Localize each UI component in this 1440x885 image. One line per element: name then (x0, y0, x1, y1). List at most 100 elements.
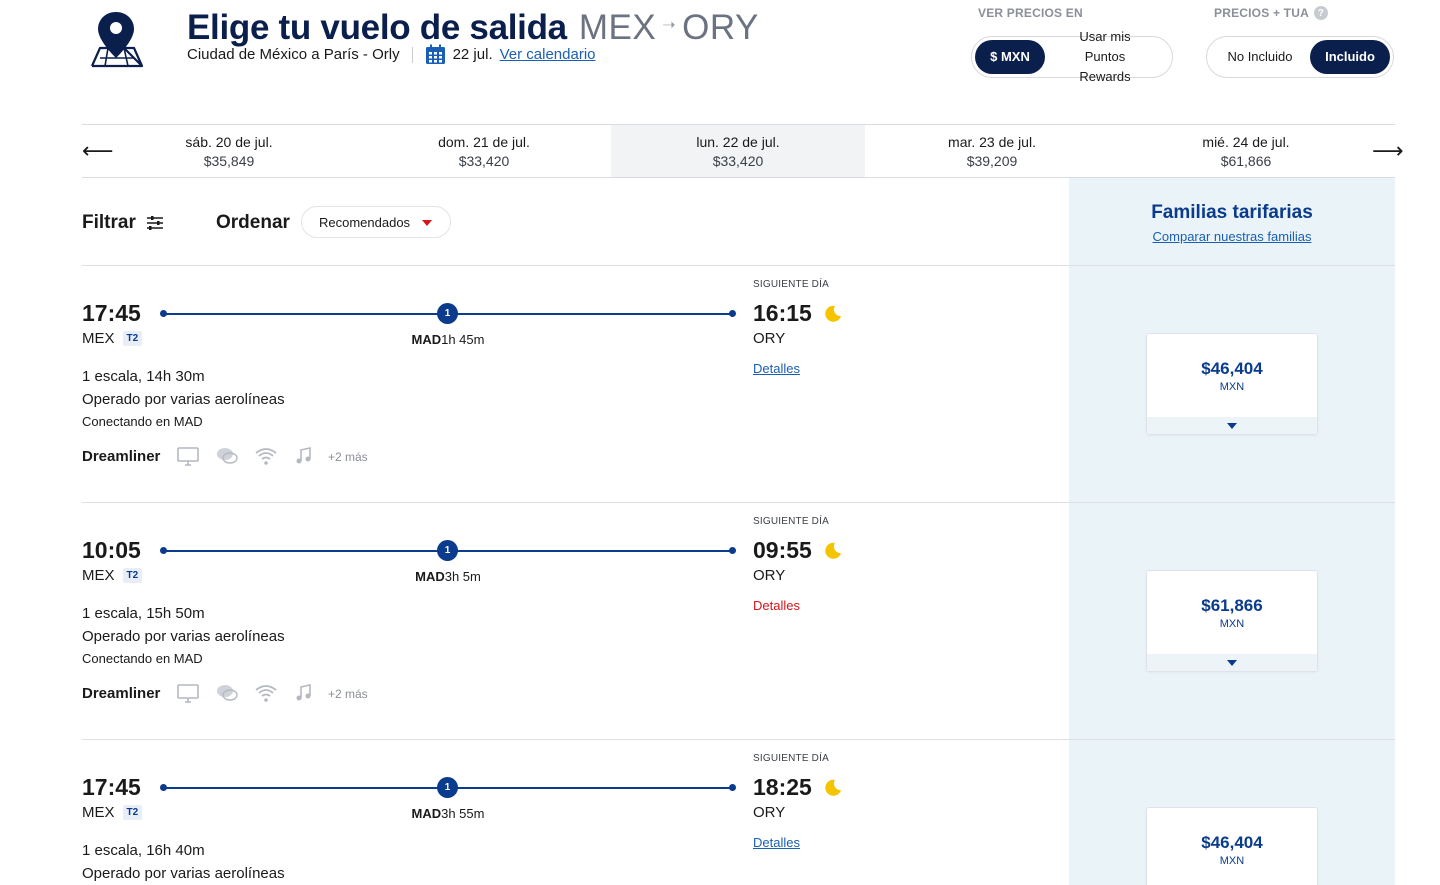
departure-code: MEX (82, 804, 115, 821)
stop-code: MAD (415, 569, 445, 584)
next-day-label: SIGUIENTE DÍA (753, 279, 829, 290)
departure-airport: MEX T2 (82, 804, 143, 821)
price-card[interactable]: $61,866 MXN (1146, 570, 1318, 672)
price-currency: MXN (1219, 618, 1245, 630)
stops-info: 1 escala, 15h 50m (82, 605, 205, 622)
calendar-icon (425, 44, 445, 64)
price-amount: $46,404 (1201, 359, 1263, 378)
terminal-badge: T2 (122, 805, 143, 820)
date-price: $39,209 (966, 153, 1018, 169)
details-link[interactable]: Detalles (753, 598, 800, 613)
map-pin-icon (90, 12, 144, 68)
operated-by: Operado por varias aerolíneas (82, 865, 285, 882)
tua-included-option[interactable]: Incluido (1310, 40, 1390, 74)
stop-marker: 1 (437, 777, 458, 798)
aircraft-type: Dreamliner (82, 685, 161, 702)
arrival-time-row: 18:25 (753, 774, 842, 801)
moon-icon (825, 779, 841, 796)
tua-not-included-option[interactable]: No Incluido (1227, 49, 1293, 64)
details-link[interactable]: Detalles (753, 835, 800, 850)
price-card[interactable]: $46,404 MXN (1146, 807, 1318, 885)
currency-points-option[interactable]: Usar mis Puntos Rewards (1079, 29, 1131, 84)
help-icon[interactable]: ? (1313, 6, 1328, 20)
date-price: $33,420 (458, 153, 510, 169)
compare-families-link-text[interactable]: Comparar nuestras familias (1152, 229, 1312, 244)
selected-date: 22 jul. (452, 46, 493, 63)
currency-mxn-option[interactable]: $ MXN (975, 40, 1045, 74)
route-start-dot (160, 310, 167, 317)
route-arrow-icon: ➝ (662, 17, 677, 34)
currency-toggle: $ MXN Usar mis Puntos Rewards (971, 29, 1173, 84)
arrival-code: ORY (753, 567, 786, 584)
order-label: Ordenar (216, 212, 290, 233)
wifi-icon (255, 448, 277, 465)
date-strip: ⟵ sáb. 20 de jul. $35,849 dom. 21 de jul… (82, 124, 1404, 178)
connecting-info: Conectando en MAD (82, 414, 203, 429)
stop-code: MAD (411, 332, 442, 347)
arrival-time-row: 09:55 (753, 537, 842, 564)
music-icon (296, 447, 311, 464)
route-start-dot (160, 547, 167, 554)
filter-button[interactable]: Filtrar (82, 212, 164, 234)
terminal-badge: T2 (122, 568, 143, 583)
caret-down-icon (1227, 423, 1237, 429)
page-title: Elige tu vuelo de salida MEX ➝ ORY (187, 8, 759, 48)
date-option[interactable]: mar. 23 de jul. $39,209 (865, 125, 1119, 177)
route-end-dot (729, 547, 736, 554)
tua-heading-text: PRECIOS + TUA (1214, 6, 1309, 20)
arrival-time: 18:25 (753, 774, 812, 800)
divider (82, 265, 1395, 266)
details-link[interactable]: Detalles (753, 361, 800, 376)
compare-families-link: Comparar nuestras familias (1069, 229, 1395, 244)
route-subtitle: Ciudad de México a París - Orly 22 jul. … (187, 44, 596, 65)
connecting-info: Conectando en MAD (82, 651, 203, 666)
date-option[interactable]: mié. 24 de jul. $61,866 (1119, 125, 1373, 177)
departure-time: 17:45 (82, 774, 141, 800)
date-option-selected[interactable]: lun. 22 de jul. $33,420 (611, 125, 865, 177)
more-amenities[interactable]: +2 más (328, 687, 368, 701)
monitor-icon (177, 684, 199, 703)
expand-fares[interactable] (1147, 654, 1317, 671)
date-option[interactable]: dom. 21 de jul. $33,420 (357, 125, 611, 177)
next-day-label: SIGUIENTE DÍA (753, 753, 829, 764)
stop-label: MAD3h 5m (382, 569, 514, 584)
divider (411, 46, 413, 63)
departure-airport: MEX T2 (82, 567, 143, 584)
stops-info: 1 escala, 16h 40m (82, 842, 205, 859)
title-text: Elige tu vuelo de salida (187, 8, 567, 47)
terminal-badge: T2 (122, 331, 143, 346)
stop-duration: 3h 5m (444, 569, 481, 584)
stop-marker: 1 (437, 303, 458, 324)
date-day: dom. 21 de jul. (438, 134, 530, 150)
sliders-icon (146, 216, 163, 230)
departure-time: 10:05 (82, 537, 141, 563)
price-card[interactable]: $46,404 MXN (1146, 333, 1318, 435)
date-option[interactable]: sáb. 20 de jul. $35,849 (102, 125, 356, 177)
origin-code: MEX (578, 8, 657, 47)
moon-icon (825, 305, 841, 322)
destination-code: ORY (682, 8, 759, 47)
date-price: $35,849 (203, 153, 255, 169)
fare-families-title: Familias tarifarias (1151, 202, 1313, 223)
divider (82, 502, 1395, 503)
arrival-time: 16:15 (753, 300, 812, 326)
arrow-right-icon[interactable]: ⟶ (1372, 138, 1404, 163)
price-currency: MXN (1219, 381, 1245, 393)
expand-fares[interactable] (1147, 417, 1317, 434)
aircraft-type: Dreamliner (82, 448, 161, 465)
stop-duration: 3h 55m (441, 806, 485, 821)
music-icon (296, 684, 311, 701)
arrow-left-icon[interactable]: ⟵ (82, 138, 114, 163)
price-amount: $61,866 (1201, 596, 1263, 615)
date-day: mar. 23 de jul. (948, 134, 1036, 150)
operated-by: Operado por varias aerolíneas (82, 391, 285, 408)
stop-code: MAD (411, 806, 442, 821)
view-calendar-link[interactable]: Ver calendario (499, 46, 596, 63)
chat-icon (217, 685, 238, 701)
more-amenities[interactable]: +2 más (328, 450, 368, 464)
departure-time: 17:45 (82, 300, 141, 326)
route-start-dot (160, 784, 167, 791)
date-day: sáb. 20 de jul. (185, 134, 273, 150)
operated-by: Operado por varias aerolíneas (82, 628, 285, 645)
order-select[interactable]: Recomendados (301, 206, 451, 238)
